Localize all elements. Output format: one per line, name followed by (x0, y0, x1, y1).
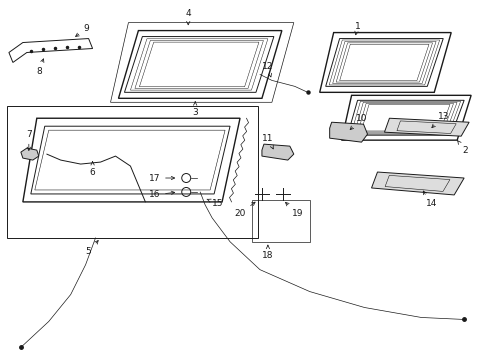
Text: 10: 10 (349, 114, 366, 130)
Text: 3: 3 (192, 102, 198, 117)
Text: 12: 12 (262, 62, 273, 77)
Polygon shape (329, 122, 367, 142)
Text: 6: 6 (89, 162, 95, 176)
Text: 1: 1 (354, 22, 360, 35)
Text: 13: 13 (431, 112, 448, 128)
Text: 4: 4 (185, 9, 191, 25)
Text: 17: 17 (148, 174, 174, 183)
Text: 19: 19 (285, 202, 303, 219)
Text: 2: 2 (457, 141, 467, 154)
Bar (7, 106, 258, 238)
Text: 7: 7 (26, 130, 32, 150)
Polygon shape (371, 172, 463, 195)
Text: 20: 20 (234, 202, 255, 219)
Polygon shape (21, 148, 39, 160)
Text: 11: 11 (262, 134, 273, 149)
Text: 9: 9 (76, 24, 89, 36)
Text: 16: 16 (148, 190, 174, 199)
Polygon shape (384, 118, 468, 136)
Text: 8: 8 (36, 59, 44, 76)
Text: 5: 5 (85, 240, 98, 256)
Text: 14: 14 (423, 191, 436, 208)
Bar (251, 200, 309, 242)
Polygon shape (262, 144, 293, 160)
Text: 15: 15 (206, 199, 224, 208)
Text: 18: 18 (262, 245, 273, 260)
